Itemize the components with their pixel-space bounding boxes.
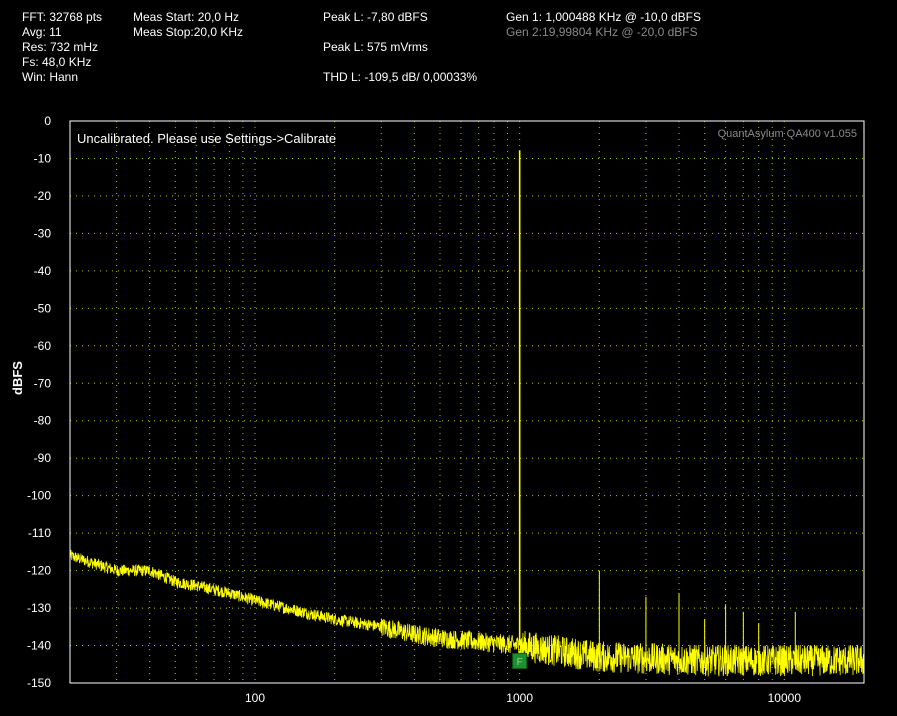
thd-readout: THD L: -109,5 dB/ 0,00033% (323, 70, 478, 84)
watermark-label: QuantAsylum QA400 v1.055 (718, 128, 857, 140)
y-tick-label: 0 (44, 114, 51, 128)
spectrum-trace (69, 150, 865, 677)
x-tick-label: 100 (245, 691, 265, 705)
plot-frame (69, 120, 865, 684)
y-tick-label: -60 (34, 339, 52, 353)
status-window: Win: Hann (22, 70, 79, 84)
y-tick-label: -40 (34, 264, 52, 278)
status-res: Res: 732 mHz (22, 40, 99, 54)
y-tick-label: -140 (27, 639, 51, 653)
y-tick-label: -30 (34, 226, 52, 240)
fundamental-marker-label: F (517, 657, 523, 668)
y-tick-label: -110 (28, 526, 51, 540)
status-avg: Avg: 11 (22, 25, 62, 39)
noise-floor-line (69, 549, 865, 677)
meas-stop: Meas Stop:20,0 KHz (133, 25, 244, 39)
x-tick-label: 10000 (768, 691, 802, 705)
y-tick-label: -100 (27, 489, 51, 503)
calibration-note: Uncalibrated. Please use Settings->Calib… (77, 131, 336, 146)
peak-level-mvrms: Peak L: 575 mVrms (323, 40, 428, 54)
y-tick-label: -50 (34, 301, 52, 315)
meas-start: Meas Start: 20,0 Hz (133, 10, 240, 24)
y-tick-label: -20 (34, 189, 52, 203)
status-fft: FFT: 32768 pts (22, 10, 103, 24)
generator-1-readout: Gen 1: 1,000488 KHz @ -10,0 dBFS (506, 10, 701, 24)
peak-level-dbfs: Peak L: -7,80 dBFS (323, 10, 428, 24)
fundamental-marker[interactable]: F (512, 653, 528, 670)
axis-ticks: 0 -10 -20 -30 -40 -50 -60 -70 -80 -90 -100 -110 -120… (27, 114, 801, 705)
y-tick-label: -130 (27, 601, 51, 615)
y-tick-label: -70 (34, 376, 52, 390)
y-tick-label: -150 (27, 676, 51, 690)
x-tick-label: 1000 (506, 691, 533, 705)
y-tick-label: -10 (34, 151, 52, 165)
status-fs: Fs: 48,0 KHz (22, 55, 92, 69)
y-tick-label: -80 (34, 414, 52, 428)
y-tick-label: -120 (27, 564, 51, 578)
grid-lines (70, 121, 864, 683)
y-tick-label: -90 (34, 451, 52, 465)
generator-2-readout: Gen 2:19,99804 KHz @ -20,0 dBFS (506, 25, 698, 39)
fundamental-marker-box (512, 653, 528, 670)
